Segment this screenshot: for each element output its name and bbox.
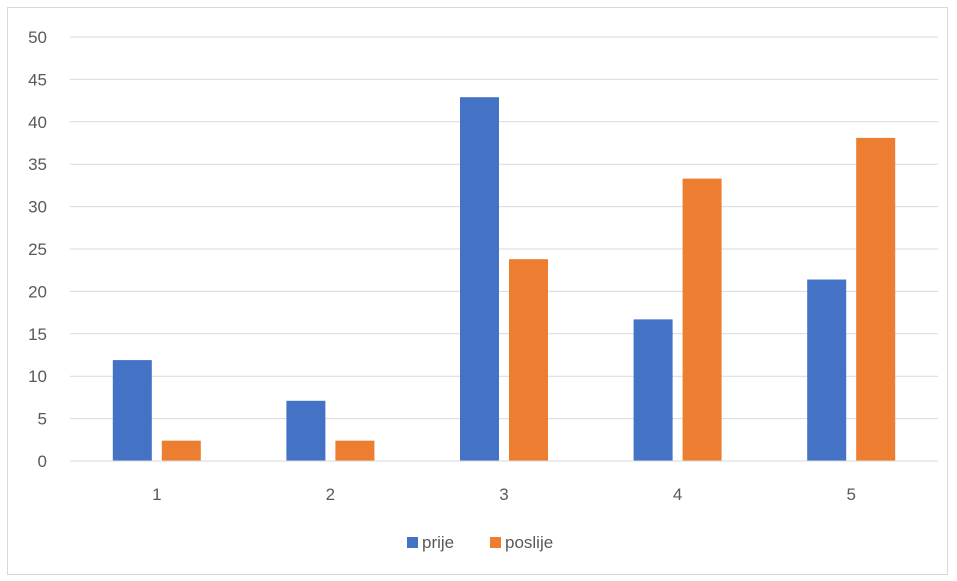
x-tick-label: 4 — [673, 485, 682, 504]
y-tick-label: 5 — [38, 410, 47, 429]
y-tick-label: 30 — [28, 198, 47, 217]
gridlines — [70, 36, 938, 420]
legend-label-poslije: poslije — [505, 533, 553, 552]
y-tick-label: 40 — [28, 113, 47, 132]
bars — [112, 97, 896, 462]
bar-prije-2 — [286, 400, 326, 461]
bar-poslije-3 — [509, 259, 548, 461]
bar-prije-4 — [633, 319, 673, 461]
y-axis-ticks: 0 5 10 15 20 25 30 35 40 45 50 — [28, 28, 47, 471]
x-axis-ticks: 1 2 3 4 5 — [152, 485, 856, 504]
y-tick-label: 20 — [28, 282, 47, 301]
bar-prije-1 — [112, 360, 152, 461]
x-tick-label: 1 — [152, 485, 161, 504]
legend-swatch-poslije — [490, 537, 501, 548]
y-tick-label: 15 — [28, 325, 47, 344]
y-tick-label: 0 — [38, 452, 47, 471]
bar-prije-3 — [460, 97, 499, 461]
legend-label-prije: prije — [422, 533, 454, 552]
bar-poslije-2 — [335, 440, 375, 461]
y-tick-label: 45 — [28, 70, 47, 89]
legend: prije poslije — [407, 533, 553, 552]
x-tick-label: 2 — [326, 485, 335, 504]
y-tick-label: 10 — [28, 367, 47, 386]
bar-prije-5 — [807, 279, 847, 461]
legend-swatch-prije — [407, 537, 418, 548]
y-tick-label: 50 — [28, 28, 47, 47]
y-tick-label: 25 — [28, 240, 47, 259]
x-tick-label: 3 — [499, 485, 508, 504]
bar-poslije-5 — [856, 137, 896, 462]
y-tick-label: 35 — [28, 155, 47, 174]
bar-poslije-1 — [161, 440, 201, 461]
x-tick-label: 5 — [846, 485, 855, 504]
bar-poslije-4 — [682, 178, 722, 461]
